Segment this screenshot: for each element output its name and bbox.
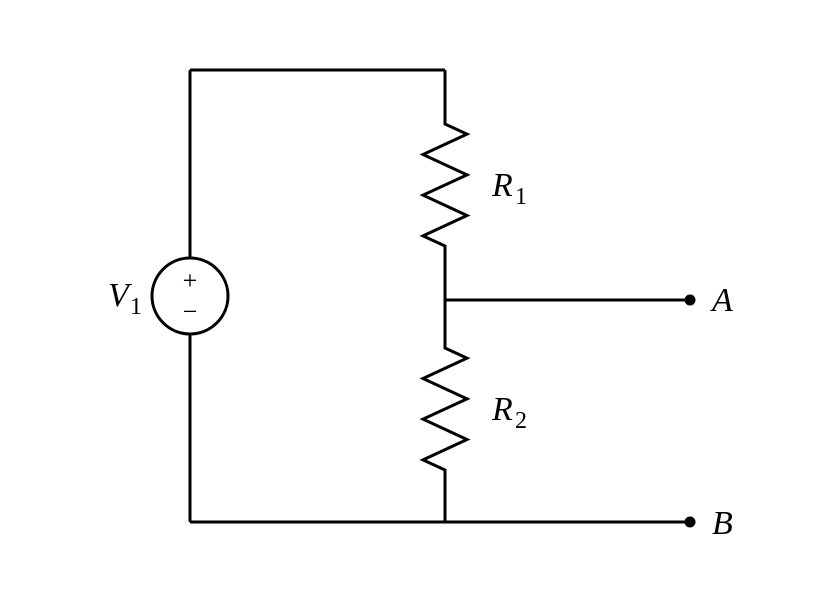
terminal-b-node — [685, 517, 696, 528]
label-r1-sub: 1 — [515, 184, 527, 210]
terminal-a-node — [685, 295, 696, 306]
voltage-source-minus: − — [183, 297, 198, 326]
voltage-source-plus: + — [183, 266, 198, 295]
label-terminal-a: A — [710, 282, 733, 319]
label-r2: R — [491, 391, 513, 428]
resistor-r2 — [423, 336, 467, 482]
label-r1: R — [491, 167, 513, 204]
label-r2-sub: 2 — [515, 408, 527, 434]
circuit-diagram: +−V1R1R2AB — [0, 0, 840, 596]
label-terminal-b: B — [712, 505, 733, 542]
resistor-r1 — [423, 112, 467, 258]
label-v1-sub: 1 — [130, 294, 142, 320]
